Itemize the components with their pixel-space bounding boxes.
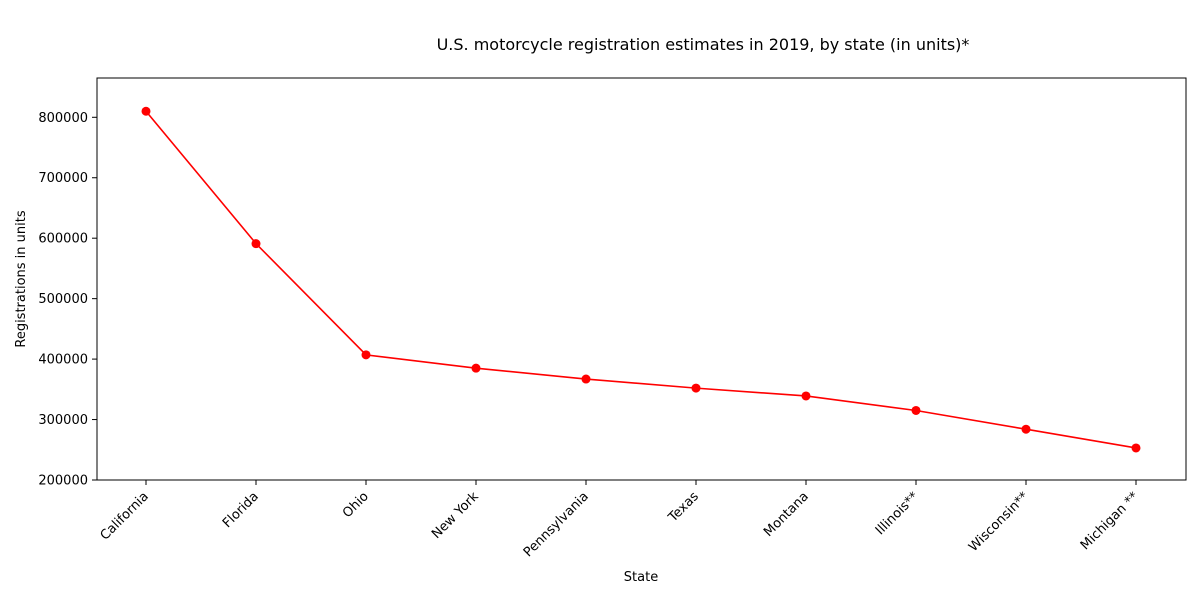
chart-title: U.S. motorcycle registration estimates i… (437, 35, 970, 54)
y-axis: 200000 300000 400000 500000 600000 700000 8000… (38, 111, 97, 489)
data-point (471, 363, 481, 373)
series-layer (141, 106, 1141, 453)
y-tick-label: 600000 (38, 232, 88, 247)
y-tick-label: 300000 (38, 413, 88, 428)
data-point (1131, 443, 1141, 453)
series-line (145, 110, 1137, 449)
data-point (361, 350, 371, 360)
plot-area (96, 77, 1187, 481)
data-point (141, 106, 151, 116)
x-tick-label: Pennsylvania (521, 489, 592, 560)
data-point (691, 383, 701, 393)
data-point (801, 391, 811, 401)
y-axis-label: Registrations in units (14, 210, 29, 347)
x-tick-label: Ohio (340, 489, 372, 521)
y-tick-label: 700000 (38, 171, 88, 186)
x-tick-label: Wisconsin** (966, 489, 1032, 555)
y-tick-label: 500000 (38, 292, 88, 307)
y-tick-label: 800000 (38, 111, 88, 126)
y-tick-label: 400000 (38, 353, 88, 368)
x-axis: California Florida Ohio New York Pennsylvani… (98, 480, 1142, 560)
x-axis-label: State (624, 570, 658, 585)
data-point (911, 405, 921, 415)
data-point (1021, 424, 1031, 434)
data-point (581, 374, 591, 384)
x-tick-label: Florida (220, 489, 262, 531)
data-point (251, 239, 261, 249)
x-tick-label: Illinois** (873, 489, 922, 538)
y-tick-label: 200000 (38, 474, 88, 489)
x-tick-label: New York (429, 489, 482, 542)
x-tick-label: California (98, 489, 152, 543)
x-tick-label: Texas (665, 489, 702, 526)
x-tick-label: Michigan ** (1078, 489, 1142, 553)
x-tick-label: Montana (761, 489, 812, 540)
